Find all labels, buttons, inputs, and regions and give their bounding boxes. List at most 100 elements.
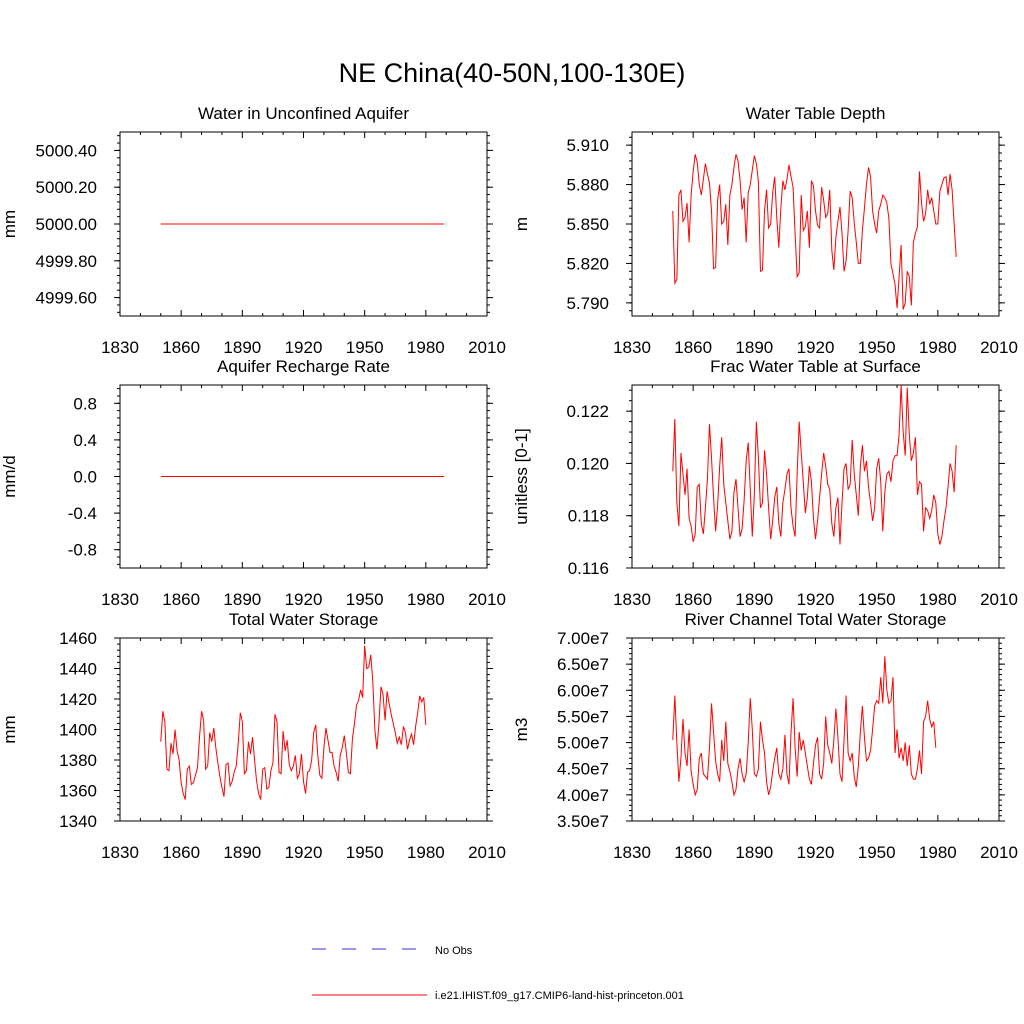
water-in-unconfined-aquifer-xtick-label: 1830 — [101, 338, 139, 357]
total-water-storage-xtick-label: 1920 — [285, 843, 323, 862]
water-table-depth-xtick-label: 2010 — [980, 338, 1018, 357]
legend-label-model-run: i.e21.IHIST.f09_g17.CMIP6-land-hist-prin… — [435, 990, 684, 1002]
frac-water-table-at-surface-ytick-label: 0.118 — [568, 507, 609, 526]
aquifer-recharge-rate-xtick-label: 1950 — [346, 590, 384, 609]
aquifer-recharge-rate-ytick-label: -0.4 — [68, 504, 97, 523]
river-channel-total-water-storage-ytick-label: 4.00e7 — [557, 786, 609, 805]
frac-water-table-at-surface-xtick-label: 1980 — [919, 590, 957, 609]
water-in-unconfined-aquifer-ytick-label: 5000.00 — [36, 215, 97, 234]
water-in-unconfined-aquifer-xtick-label: 1920 — [285, 338, 323, 357]
river-channel-total-water-storage-ytick-label: 6.00e7 — [557, 681, 609, 700]
river-channel-total-water-storage-title: River Channel Total Water Storage — [685, 610, 947, 629]
water-table-depth-ytick-label: 5.820 — [566, 254, 609, 273]
river-channel-total-water-storage-xtick-label: 1830 — [613, 843, 651, 862]
river-channel-total-water-storage-xtick-label: 1980 — [919, 843, 957, 862]
river-channel-total-water-storage-xtick-label: 1950 — [858, 843, 896, 862]
frac-water-table-at-surface-series-line — [672, 384, 957, 545]
river-channel-total-water-storage-ytick-label: 4.50e7 — [557, 760, 609, 779]
frac-water-table-at-surface-ytick-label: 0.120 — [566, 454, 609, 473]
total-water-storage-ylabel: mm — [0, 715, 19, 743]
total-water-storage-ytick-label: 1380 — [59, 751, 97, 770]
total-water-storage-series-line — [160, 645, 427, 800]
total-water-storage-xtick-label: 1980 — [407, 843, 445, 862]
aquifer-recharge-rate-ytick-label: 0.8 — [73, 394, 97, 413]
aquifer-recharge-rate-xtick-label: 1890 — [223, 590, 261, 609]
panels-group: Water in Unconfined Aquifer mm 1830 1860 189… — [0, 104, 1018, 862]
chart-river-channel-total-water-storage: River Channel Total Water Storage m3 1830 1… — [512, 610, 1018, 862]
water-in-unconfined-aquifer-xtick-label: 1860 — [162, 338, 200, 357]
aquifer-recharge-rate-xtick-label: 1980 — [407, 590, 445, 609]
water-table-depth-xtick-label: 1830 — [613, 338, 651, 357]
water-in-unconfined-aquifer-xtick-label: 1980 — [407, 338, 445, 357]
water-in-unconfined-aquifer-ylabel: mm — [0, 210, 19, 238]
river-channel-total-water-storage-xtick-label: 1860 — [674, 843, 712, 862]
aquifer-recharge-rate-xtick-label: 1920 — [285, 590, 323, 609]
frac-water-table-at-surface-title: Frac Water Table at Surface — [710, 357, 921, 376]
frac-water-table-at-surface-xtick-label: 2010 — [980, 590, 1018, 609]
river-channel-total-water-storage-ylabel: m3 — [512, 718, 531, 742]
frac-water-table-at-surface-xtick-label: 1860 — [674, 590, 712, 609]
total-water-storage-ytick-label: 1440 — [59, 660, 97, 679]
total-water-storage-ytick-label: 1340 — [59, 812, 97, 831]
frac-water-table-at-surface-ylabel: unitless [0-1] — [512, 428, 531, 524]
water-in-unconfined-aquifer-ytick-label: 4999.80 — [36, 252, 97, 271]
chart-aquifer-recharge-rate: Aquifer Recharge Rate mm/d 1830 1860 1890 192… — [0, 357, 506, 609]
aquifer-recharge-rate-xtick-label: 1860 — [162, 590, 200, 609]
river-channel-total-water-storage-xtick-label: 2010 — [980, 843, 1018, 862]
frac-water-table-at-surface-ytick-label: 0.116 — [568, 559, 609, 578]
river-channel-total-water-storage-ytick-label: 5.00e7 — [557, 734, 609, 753]
total-water-storage-ytick-label: 1460 — [59, 629, 97, 648]
water-in-unconfined-aquifer-xtick-label: 2010 — [468, 338, 506, 357]
river-channel-total-water-storage-series-line — [672, 656, 937, 797]
aquifer-recharge-rate-ytick-label: 0.0 — [73, 468, 97, 487]
legend: No Obs i.e21.IHIST.f09_g17.CMIP6-land-hi… — [312, 945, 684, 1002]
water-table-depth-ylabel: m — [512, 217, 531, 231]
aquifer-recharge-rate-ylabel: mm/d — [0, 455, 19, 498]
water-table-depth-ytick-label: 5.880 — [566, 176, 609, 195]
water-in-unconfined-aquifer-ytick-label: 5000.20 — [36, 178, 97, 197]
total-water-storage-title: Total Water Storage — [229, 610, 379, 629]
river-channel-total-water-storage-ytick-label: 3.50e7 — [557, 812, 609, 831]
chart-water-in-unconfined-aquifer: Water in Unconfined Aquifer mm 1830 1860 189… — [0, 104, 506, 357]
total-water-storage-ytick-label: 1400 — [59, 721, 97, 740]
legend-label-no-obs: No Obs — [435, 945, 473, 957]
total-water-storage-xtick-label: 1950 — [346, 843, 384, 862]
river-channel-total-water-storage-xtick-label: 1920 — [797, 843, 835, 862]
water-table-depth-xtick-label: 1920 — [797, 338, 835, 357]
aquifer-recharge-rate-ytick-label: -0.8 — [68, 541, 97, 560]
river-channel-total-water-storage-ytick-label: 6.50e7 — [557, 655, 609, 674]
chart-total-water-storage: Total Water Storage mm 1830 1860 1890 1920 195… — [0, 610, 506, 862]
total-water-storage-xtick-label: 1890 — [223, 843, 261, 862]
water-table-depth-ytick-label: 5.850 — [566, 215, 609, 234]
aquifer-recharge-rate-xtick-label: 1830 — [101, 590, 139, 609]
frac-water-table-at-surface-xtick-label: 1950 — [858, 590, 896, 609]
aquifer-recharge-rate-title: Aquifer Recharge Rate — [217, 357, 390, 376]
water-table-depth-title: Water Table Depth — [746, 104, 886, 123]
water-in-unconfined-aquifer-ytick-label: 4999.60 — [36, 289, 97, 308]
river-channel-total-water-storage-ytick-label: 5.50e7 — [557, 707, 609, 726]
frac-water-table-at-surface-xtick-label: 1920 — [797, 590, 835, 609]
total-water-storage-xtick-label: 1860 — [162, 843, 200, 862]
water-table-depth-ytick-label: 5.910 — [566, 136, 609, 155]
frac-water-table-at-surface-xtick-label: 1890 — [735, 590, 773, 609]
water-in-unconfined-aquifer-xtick-label: 1890 — [223, 338, 261, 357]
frac-water-table-at-surface-xtick-label: 1830 — [613, 590, 651, 609]
aquifer-recharge-rate-xtick-label: 2010 — [468, 590, 506, 609]
water-table-depth-xtick-label: 1980 — [919, 338, 957, 357]
water-table-depth-ytick-label: 5.790 — [566, 294, 609, 313]
river-channel-total-water-storage-ytick-label: 7.00e7 — [557, 629, 609, 648]
water-in-unconfined-aquifer-ytick-label: 5000.40 — [36, 141, 97, 160]
water-table-depth-series-line — [672, 154, 957, 310]
water-table-depth-xtick-label: 1950 — [858, 338, 896, 357]
water-in-unconfined-aquifer-xtick-label: 1950 — [346, 338, 384, 357]
aquifer-recharge-rate-ytick-label: 0.4 — [73, 431, 97, 450]
total-water-storage-ytick-label: 1360 — [59, 782, 97, 801]
total-water-storage-ytick-label: 1420 — [59, 690, 97, 709]
water-table-depth-xtick-label: 1890 — [735, 338, 773, 357]
water-table-depth-xtick-label: 1860 — [674, 338, 712, 357]
chart-frac-water-table-at-surface: Frac Water Table at Surface unitless [0-1… — [512, 357, 1018, 609]
total-water-storage-xtick-label: 2010 — [468, 843, 506, 862]
figure-title: NE China(40-50N,100-130E) — [339, 58, 686, 88]
